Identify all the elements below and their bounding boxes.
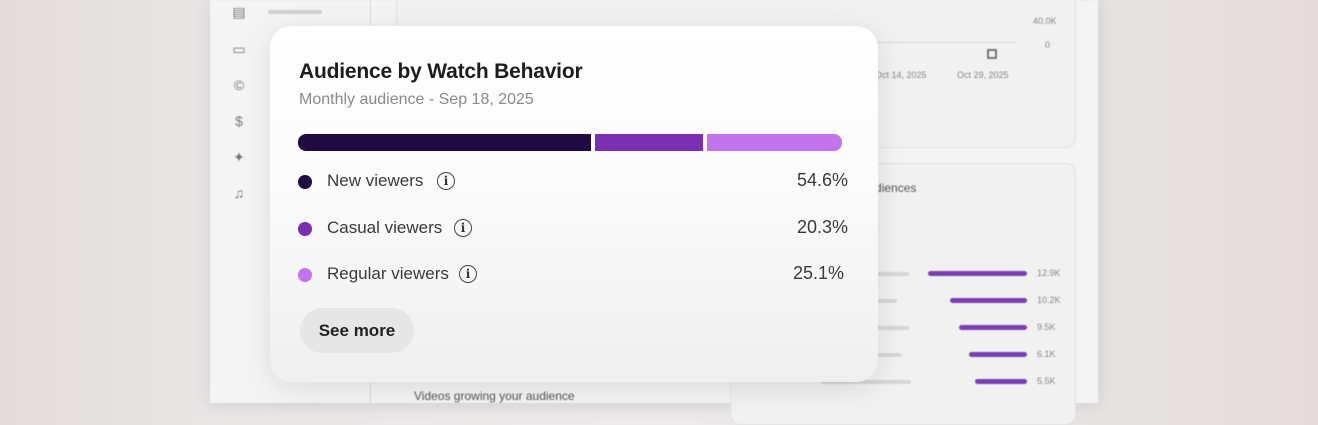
see-more-button[interactable]: See more [300,308,414,353]
card-title: Audience by Watch Behavior [299,60,583,83]
audience-watch-behavior-card: Audience by Watch Behavior Monthly audie… [270,26,878,382]
earn-icon: $ [235,113,243,129]
audience-bar [975,379,1027,384]
content-icon: ▤ [232,4,246,20]
customization-icon: ✦ [233,149,245,165]
share-bar-segment-casual [594,134,704,151]
bar-value: 9.5K [1037,322,1056,332]
chart-marker-icon [987,49,997,59]
legend-label: New viewers [327,171,424,190]
legend-percentage: 54.6% [796,170,848,190]
bar-track [861,326,909,330]
stacked-share-bar [298,134,842,151]
subtitles-icon: ▭ [232,41,246,57]
legend-percentage: 25.1% [792,263,844,283]
date-label: Oct 14, 2025 [875,70,927,80]
legend-label: Casual viewers [327,218,443,237]
bar-track [821,380,911,384]
bar-value: 10.2K [1037,295,1061,305]
bar-track [861,353,901,357]
axis-label: 40.0K [1033,16,1057,26]
bar-value: 6.1K [1037,349,1056,359]
legend-dot [298,268,312,282]
legend-dot [298,175,312,189]
legend-dot [298,222,312,236]
bar-track [861,272,909,276]
legend-row-new-viewers: New viewers i 54.6% [298,169,848,195]
audience-bar [950,298,1027,303]
info-icon[interactable]: i [459,265,477,283]
axis-label: 0 [1045,40,1051,50]
audience-bar [928,271,1027,276]
legend-label: Regular viewers [327,264,449,283]
info-icon[interactable]: i [454,219,472,237]
card-subtitle: Monthly audience - Sep 18, 2025 [299,91,534,108]
chart-baseline [877,42,1017,43]
share-bar-segment-new [298,134,591,151]
legend-row-casual-viewers: Casual viewers i 20.3% [298,216,848,242]
bar-track [861,299,897,303]
date-label: Oct 29, 2025 [957,70,1009,80]
legend-percentage: 20.3% [796,217,848,237]
share-bar-segment-regular [707,134,842,151]
info-icon[interactable]: i [437,172,455,190]
audience-bar [969,352,1027,357]
bar-value: 12.9K [1037,268,1061,278]
legend-row-regular-viewers: Regular viewers i 25.1% [298,262,848,288]
audio-library-icon: ♫ [233,185,245,201]
copyright-icon: © [233,77,245,93]
bar-value: 5.5K [1037,376,1056,386]
bottom-caption: Videos growing your audience [414,389,575,403]
audience-bar [959,325,1027,330]
sidebar-placeholder-line [268,10,322,14]
